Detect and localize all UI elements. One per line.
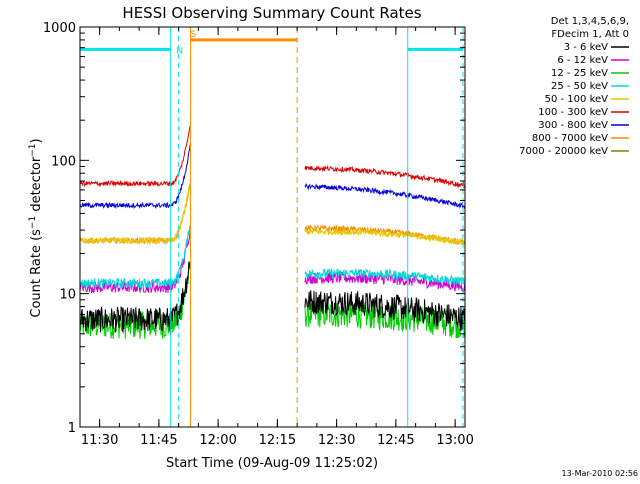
y-axis-label-prefix: Count Rate (s: [29, 229, 44, 318]
series-line-pre-100-300-kev: [79, 125, 191, 188]
x-tick-label: 11:45: [140, 433, 177, 448]
x-tick-label: 13:00: [436, 433, 473, 448]
y-tick-label: 1000: [43, 21, 76, 36]
legend: Det 1,3,4,5,6,9, FDecim 1, Att 0 3 - 6 keV…: [519, 16, 629, 157]
y-tick-label: 1: [68, 421, 76, 436]
y-tick-label: 10: [59, 288, 76, 303]
y-axis-label: Count Rate (s−1 detector−1): [28, 138, 44, 317]
legend-entry-label: 300 - 800 keV: [538, 120, 608, 131]
y-axis-label-middle: detector: [29, 156, 44, 216]
series-line-pre-3-6-kev: [79, 261, 191, 333]
x-axis: 11:30 11:45 12:00 12:15 12:30 12:45 13:00: [81, 27, 474, 448]
legend-header-line: Det 1,3,4,5,6,9,: [551, 16, 629, 27]
series-line-post-50-100-kev: [304, 227, 466, 246]
saa-flag-label: S: [191, 30, 197, 40]
y-tick-label: 100: [51, 154, 76, 169]
legend-entry-label: 800 - 7000 keV: [532, 133, 608, 144]
series-line-pre-300-800-kev: [79, 144, 191, 210]
x-tick-label: 12:30: [318, 433, 355, 448]
y-axis: 1 10 100 1000: [43, 21, 465, 436]
series-line-post-300-800-kev: [304, 182, 466, 209]
legend-entry-label: 6 - 12 keV: [557, 55, 608, 66]
series-line-pre-50-100-kev: [79, 182, 191, 246]
legend-entry-label: 100 - 300 keV: [538, 107, 608, 118]
y-axis-label-suffix: ): [29, 138, 44, 143]
legend-entry-label: 3 - 6 keV: [564, 42, 608, 53]
chart-title: HESSI Observing Summary Count Rates: [122, 4, 421, 22]
x-tick-label: 12:45: [377, 433, 414, 448]
x-axis-label: Start Time (09-Aug-09 11:25:02): [166, 456, 378, 471]
x-tick-label: 11:30: [81, 433, 118, 448]
plot-frame: [79, 26, 466, 428]
series-line-pre-12-25-kev: [79, 260, 191, 340]
legend-entry-label: 12 - 25 keV: [551, 68, 608, 79]
legend-header-line: FDecim 1, Att 0: [551, 29, 629, 40]
x-tick-label: 12:15: [259, 433, 296, 448]
night-flag-label: N: [176, 46, 183, 56]
x-tick-label: 12:00: [199, 433, 236, 448]
y-axis-label-sup-1: −1: [28, 216, 38, 229]
series-line-pre-25-50-kev: [79, 228, 191, 290]
legend-entry-label: 25 - 50 keV: [551, 81, 608, 92]
series-line-post-25-50-kev: [304, 268, 466, 286]
series-line-post-3-6-kev: [304, 290, 466, 331]
series-layer: [79, 125, 466, 340]
legend-entry-label: 7000 - 20000 keV: [519, 146, 608, 157]
legend-entry-label: 50 - 100 keV: [545, 94, 609, 105]
footer-timestamp: 13-Mar-2010 02:56: [562, 469, 639, 478]
y-axis-label-sup-2: −1: [28, 143, 38, 156]
series-line-post-100-300-kev: [304, 164, 466, 189]
